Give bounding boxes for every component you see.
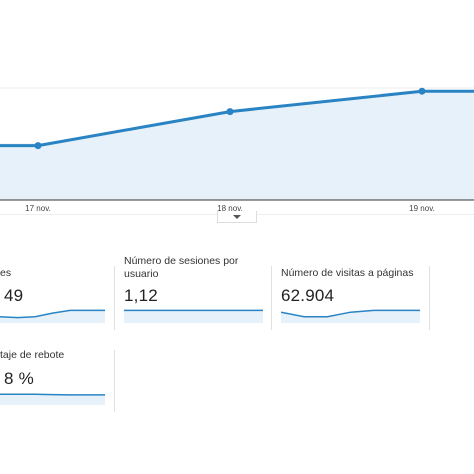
sparkline-line bbox=[281, 309, 420, 318]
metric-label: Número de visitas a páginas bbox=[281, 267, 414, 279]
sparkline-area bbox=[124, 310, 263, 323]
x-tick-label: 17 nov. bbox=[25, 204, 51, 213]
metric-value: 1,12 bbox=[124, 286, 158, 305]
sparkline bbox=[124, 309, 263, 323]
metric-card[interactable]: es 49 bbox=[0, 250, 110, 330]
sessions-line-chart: 17 nov. 18 nov. 19 nov. bbox=[0, 87, 474, 215]
sparkline bbox=[281, 309, 420, 323]
sparkline-line bbox=[0, 309, 105, 319]
metric-card[interactable]: Número de sesiones por usuario 1,12 bbox=[124, 250, 264, 330]
metric-divider bbox=[114, 266, 115, 330]
metric-value: 62.904 bbox=[281, 286, 335, 305]
sparkline bbox=[0, 309, 105, 323]
sparkline-area bbox=[0, 310, 105, 323]
metric-divider bbox=[114, 350, 115, 412]
chart-points bbox=[34, 87, 426, 150]
chart-point[interactable] bbox=[34, 142, 42, 150]
x-tick-label: 18 nov. bbox=[217, 204, 243, 213]
metric-label: taje de rebote bbox=[0, 349, 65, 361]
metric-label: es bbox=[0, 267, 12, 279]
sparkline-line bbox=[0, 393, 105, 396]
metric-value: 8 % bbox=[4, 369, 34, 388]
metric-card[interactable]: Número de visitas a páginas 62.904 bbox=[281, 250, 426, 330]
chevron-down-icon bbox=[233, 214, 241, 219]
chart-point[interactable] bbox=[226, 108, 234, 116]
metric-divider bbox=[429, 266, 430, 330]
metric-card[interactable]: taje de rebote 8 % bbox=[0, 345, 110, 415]
sparkline bbox=[0, 393, 105, 405]
metric-label: Número de sesiones por usuario bbox=[124, 255, 239, 280]
sparkline-area bbox=[0, 394, 105, 405]
metric-divider bbox=[271, 266, 272, 330]
chart-area-fill bbox=[0, 91, 474, 200]
metric-value: 49 bbox=[4, 286, 24, 305]
sparkline-area bbox=[281, 310, 420, 323]
chart-collapse-toggle[interactable] bbox=[217, 211, 257, 223]
x-tick-label: 19 nov. bbox=[409, 204, 435, 213]
chart-point[interactable] bbox=[418, 87, 426, 95]
